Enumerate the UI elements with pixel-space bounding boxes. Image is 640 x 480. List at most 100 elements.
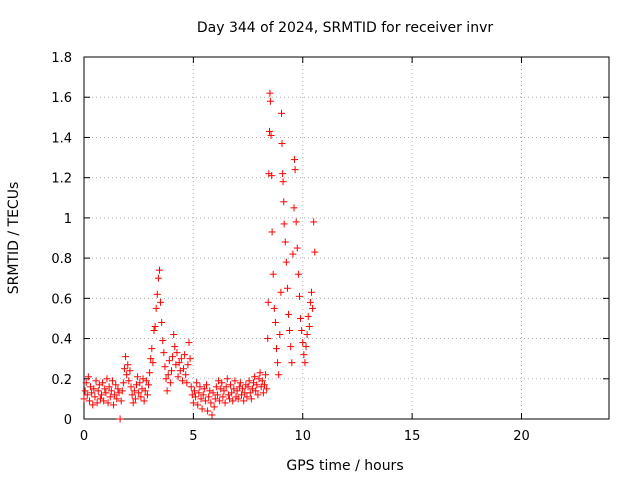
data-point xyxy=(289,250,297,258)
data-point xyxy=(211,395,219,403)
data-point xyxy=(189,399,197,407)
data-point xyxy=(83,391,91,399)
data-point xyxy=(110,401,118,409)
data-point xyxy=(140,397,148,405)
data-point xyxy=(290,156,298,164)
y-tick-label: 1 xyxy=(64,212,72,227)
data-point xyxy=(126,367,134,375)
data-point xyxy=(82,379,90,387)
y-tick-label: 1.8 xyxy=(51,51,72,66)
data-point xyxy=(173,349,181,357)
data-point xyxy=(233,387,241,395)
data-point xyxy=(164,371,172,379)
gridlines xyxy=(84,57,609,419)
data-point xyxy=(161,363,169,371)
data-point xyxy=(229,397,237,405)
data-point xyxy=(136,379,144,387)
data-point xyxy=(274,359,282,367)
data-point xyxy=(244,383,252,391)
data-point xyxy=(254,391,262,399)
data-point xyxy=(267,131,275,139)
data-point xyxy=(204,407,212,415)
x-tick-label: 10 xyxy=(294,429,311,444)
data-point xyxy=(117,397,125,405)
data-point xyxy=(163,387,171,395)
data-point xyxy=(160,349,168,357)
data-point xyxy=(295,292,303,300)
data-point xyxy=(148,345,156,353)
data-point xyxy=(168,367,175,375)
data-point xyxy=(89,401,97,409)
data-point xyxy=(124,361,132,369)
data-point xyxy=(145,381,153,389)
y-tick-label: 1.6 xyxy=(51,91,72,106)
data-point xyxy=(130,387,138,395)
data-point xyxy=(290,204,298,212)
data-point xyxy=(141,387,149,395)
data-point xyxy=(278,109,286,117)
data-point xyxy=(129,399,137,407)
data-point xyxy=(134,373,142,381)
data-point xyxy=(252,387,260,395)
data-point xyxy=(302,343,310,351)
data-point xyxy=(304,312,312,320)
data-point xyxy=(277,288,285,296)
data-point xyxy=(135,389,143,397)
data-point xyxy=(299,339,307,347)
data-point xyxy=(159,337,167,345)
data-point xyxy=(165,357,173,365)
data-point xyxy=(278,139,286,147)
data-point xyxy=(263,385,271,393)
data-point xyxy=(234,395,242,403)
data-point xyxy=(301,359,309,367)
data-point xyxy=(196,383,204,391)
data-point xyxy=(303,331,311,339)
data-point xyxy=(184,361,192,369)
data-point xyxy=(200,385,208,393)
data-point xyxy=(180,365,188,373)
data-point xyxy=(182,371,190,379)
data-point xyxy=(183,379,191,387)
y-tick-label: 0.2 xyxy=(51,373,72,388)
data-point xyxy=(119,379,127,387)
data-point xyxy=(104,399,112,407)
data-point xyxy=(262,371,270,379)
data-point xyxy=(112,381,120,389)
data-point xyxy=(122,353,130,361)
data-point xyxy=(300,351,308,359)
data-point xyxy=(80,395,88,403)
data-point xyxy=(197,395,205,403)
data-point xyxy=(270,304,278,312)
data-point xyxy=(143,391,151,399)
data-point xyxy=(105,383,113,391)
data-point xyxy=(259,389,267,397)
data-point xyxy=(100,397,108,405)
data-point xyxy=(253,381,261,389)
x-tick-label: 15 xyxy=(404,429,421,444)
data-point xyxy=(216,397,224,405)
data-point xyxy=(245,377,253,385)
data-point xyxy=(213,391,221,399)
data-point xyxy=(90,385,98,393)
data-point xyxy=(157,298,165,306)
data-point xyxy=(285,310,293,318)
data-point xyxy=(209,389,217,397)
data-point xyxy=(99,379,107,387)
data-point xyxy=(266,97,274,105)
y-tick-label: 1.4 xyxy=(51,131,72,146)
data-point xyxy=(174,373,182,381)
data-point xyxy=(269,270,277,278)
data-point xyxy=(279,170,287,178)
data-point xyxy=(127,383,135,391)
data-point xyxy=(91,393,99,401)
data-point xyxy=(287,343,295,351)
data-point xyxy=(166,379,174,387)
data-point xyxy=(101,385,109,393)
data-point xyxy=(305,322,313,330)
y-tick-label: 0 xyxy=(64,413,72,428)
data-point xyxy=(264,298,272,306)
data-point xyxy=(239,385,247,393)
data-point xyxy=(271,318,279,326)
x-tick-label: 20 xyxy=(513,429,530,444)
data-point xyxy=(88,389,96,397)
